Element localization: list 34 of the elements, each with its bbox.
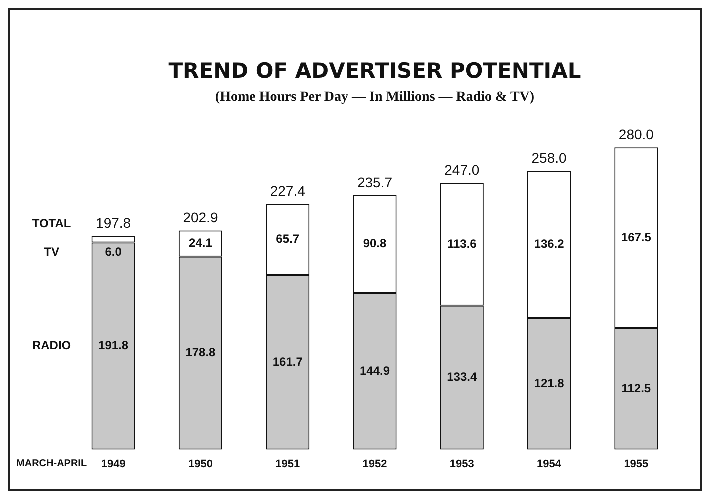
- total-label: 227.4: [270, 183, 306, 200]
- data-label: 112.5: [622, 381, 652, 396]
- x-tick-label: 1954: [537, 458, 562, 470]
- data-label: 144.9: [360, 364, 390, 378]
- data-label: 178.8: [186, 346, 216, 360]
- series-label: RADIO: [32, 338, 72, 353]
- annotation: TOTAL: [32, 216, 72, 231]
- data-label: 113.6: [447, 236, 478, 251]
- data-label: 167.5: [621, 230, 652, 244]
- total-label: 235.7: [357, 174, 393, 190]
- data-label: 24.1: [189, 236, 213, 250]
- total-label: 197.8: [96, 215, 132, 232]
- data-label: 65.7: [276, 232, 300, 246]
- x-tick-label: 1949: [101, 458, 126, 470]
- x-tick-label: 1952: [362, 458, 388, 470]
- x-tick-label: 1951: [276, 458, 300, 470]
- data-label: 161.7: [272, 354, 304, 369]
- data-label: 121.8: [534, 376, 565, 390]
- x-tick-label: 1950: [188, 458, 213, 470]
- data-label: 191.8: [98, 338, 129, 353]
- data-label: 6.0: [105, 245, 122, 260]
- data-label: 136.2: [534, 237, 565, 252]
- x-tick-label: 1955: [624, 458, 649, 470]
- total-label: 247.0: [444, 162, 480, 178]
- total-label: 280.0: [618, 126, 654, 142]
- x-axis-title: MARCH-APRIL: [16, 458, 88, 470]
- data-label: 133.4: [447, 370, 478, 384]
- chart-subtitle: (Home Hours Per Day — In Millions — Radio & TV): [215, 90, 535, 106]
- data-label: 90.8: [363, 236, 387, 251]
- chart-title: TREND OF ADVERTISER POTENTIAL: [168, 59, 582, 84]
- total-label: 202.9: [183, 210, 218, 226]
- text: TV: [44, 245, 60, 260]
- x-tick-label: 1953: [450, 458, 474, 470]
- total-label: 258.0: [532, 150, 568, 166]
